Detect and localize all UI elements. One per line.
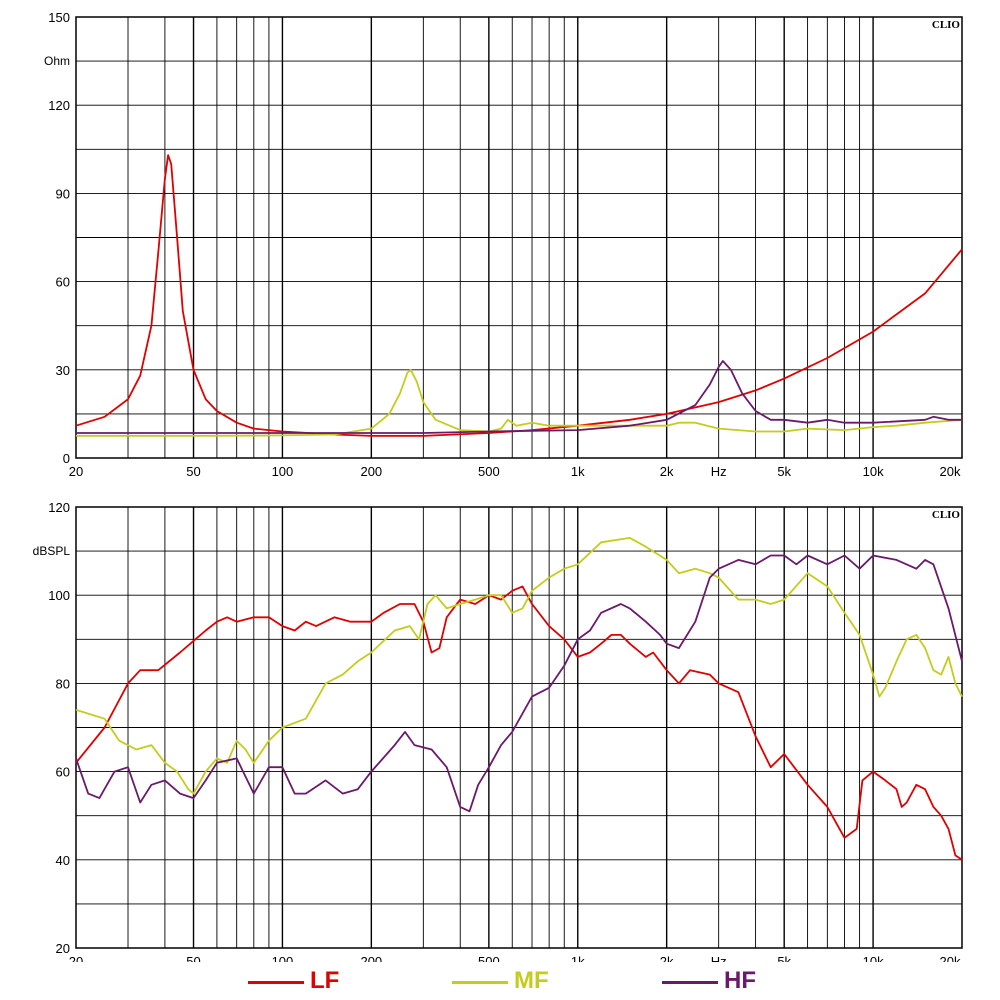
x-tick-label: 50 [186, 954, 200, 962]
y-tick-label: 60 [56, 275, 70, 290]
y-tick-label: 120 [48, 98, 70, 113]
legend-swatch-lf [248, 981, 304, 984]
x-tick-label: 20k [940, 464, 961, 479]
series-line-lf [75, 154, 963, 437]
x-tick-label: 100 [272, 954, 294, 962]
y-axis-label: Ohm [44, 54, 70, 68]
x-tick-label: 20 [69, 954, 83, 962]
series-line-hf [75, 554, 963, 813]
x-tick-label: 200 [360, 954, 382, 962]
x-axis-label: Hz [711, 464, 727, 479]
charts-canvas: 0 30 60 90 120 150 Ohm 20 50 100 200 500 1k 2k Hz 5k 10k… [33, 10, 963, 962]
x-tick-label: 50 [186, 464, 200, 479]
x-tick-label: 500 [478, 954, 500, 962]
series-line-mf [76, 368, 963, 437]
series-line-hf [76, 360, 962, 434]
y-tick-label: 100 [48, 588, 70, 603]
x-tick-label: 1k [571, 954, 585, 962]
x-tick-label: 10k [863, 464, 884, 479]
x-tick-label: 100 [272, 464, 294, 479]
plot-frame [75, 16, 963, 459]
plot-frame [75, 506, 963, 949]
y-tick-label: 0 [63, 451, 70, 466]
legend-label-lf: LF [310, 967, 340, 994]
x-tick-label: 20k [940, 954, 961, 962]
x-tick-label: 10k [863, 954, 884, 962]
y-axis-label: dBSPL [33, 544, 71, 558]
x-tick-label: 5k [777, 954, 791, 962]
chart-impedance: 0 30 60 90 120 150 Ohm 20 50 100 200 500 1k 2k Hz 5k 10k… [44, 10, 963, 479]
x-tick-label: 2k [660, 464, 674, 479]
y-tick-label: 40 [56, 853, 70, 868]
y-tick-label: 30 [56, 363, 70, 378]
series-line-mf [75, 537, 963, 795]
y-tick-label: 80 [56, 676, 70, 691]
legend: LF MF HF [0, 962, 1000, 1000]
y-tick-label: 20 [56, 941, 70, 956]
x-tick-label: 500 [478, 464, 500, 479]
x-tick-label: 2k [660, 954, 674, 962]
clio-brand-label: CLIO [932, 19, 961, 31]
chart-spl: 20 40 60 80 100 120 dBSPL 20 50 100 200 500 1k 2k Hz 5k… [33, 500, 963, 962]
x-tick-label: 5k [777, 464, 791, 479]
series-line-lf [75, 585, 963, 861]
clio-brand-label: CLIO [932, 509, 961, 521]
y-tick-label: 60 [56, 765, 70, 780]
y-tick-label: 90 [56, 186, 70, 201]
legend-swatch-mf [452, 981, 508, 984]
x-tick-label: 200 [360, 464, 382, 479]
legend-label-hf: HF [724, 967, 756, 994]
y-tick-label: 120 [48, 500, 70, 515]
legend-swatch-hf [662, 981, 718, 984]
legend-label-mf: MF [514, 967, 549, 994]
x-tick-label: 20 [69, 464, 83, 479]
y-tick-label: 150 [48, 10, 70, 25]
x-axis-label: Hz [711, 954, 727, 962]
x-tick-label: 1k [571, 464, 585, 479]
